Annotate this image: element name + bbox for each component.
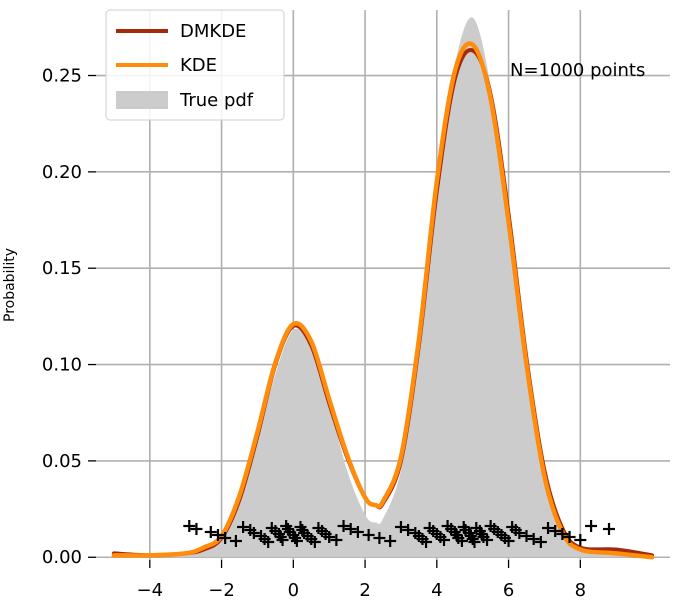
sample-marker (563, 531, 576, 543)
legend-dmkde-label: DMKDE (180, 21, 246, 42)
sample-marker (219, 532, 232, 544)
sample-marker (323, 531, 336, 543)
sample-marker (585, 520, 598, 532)
y-tick-label: 0.00 (42, 547, 82, 568)
sample-marker (437, 534, 450, 546)
sample-marker (373, 532, 386, 544)
x-tick-label: 0 (288, 580, 299, 601)
sample-marker (229, 535, 242, 547)
sample-marker (337, 520, 350, 532)
sample-marker (520, 530, 533, 542)
sample-marker (502, 535, 515, 547)
x-tick-label: 4 (431, 580, 442, 601)
sample-marker (603, 523, 616, 535)
sample-marker (549, 525, 562, 537)
true-pdf-area (113, 17, 653, 558)
y-tick-label: 0.20 (42, 162, 82, 183)
sample-marker (237, 521, 250, 533)
sample-marker (362, 529, 375, 541)
y-tick-label: 0.05 (42, 451, 82, 472)
legend-true-pdf-label: True pdf (179, 90, 254, 111)
sample-marker (211, 529, 224, 541)
y-axis-label: Probability (2, 248, 18, 322)
kde-line (111, 41, 655, 560)
y-tick-label: 0.15 (42, 258, 82, 279)
sample-marker (542, 522, 555, 534)
sample-marker (513, 527, 526, 539)
sample-marker (556, 528, 569, 540)
legend-kde-label: KDE (180, 55, 217, 76)
sample-marker (262, 536, 275, 548)
sample-marker (574, 534, 587, 546)
sample-marker (190, 523, 203, 535)
sample-marker (247, 527, 260, 539)
sample-marker (290, 535, 303, 547)
tick-labels-group: −4 −2 0 2 4 6 8 0.00 0.05 0.10 0.15 0.20 0.25 (42, 66, 586, 601)
density-lines-group (111, 41, 655, 560)
sample-marker (384, 535, 397, 547)
y-tick-label: 0.25 (42, 66, 82, 87)
dmkde-line (111, 48, 655, 558)
legend: DMKDE KDE True pdf (105, 9, 285, 121)
sample-marker (308, 536, 321, 548)
sample-marker (344, 523, 357, 535)
sample-marker (351, 526, 364, 538)
sample-markers-group (183, 520, 616, 548)
x-tick-label: 6 (503, 580, 514, 601)
axes-group (88, 74, 581, 568)
sample-marker (534, 536, 547, 548)
y-tick-label: 0.10 (42, 355, 82, 376)
sample-marker (330, 534, 343, 546)
legend-true-pdf-swatch (116, 91, 168, 109)
sample-marker (183, 520, 196, 532)
true-pdf-area-group (113, 17, 653, 558)
sample-marker (468, 536, 481, 548)
x-tick-label: 8 (575, 580, 586, 601)
x-tick-label: −2 (208, 580, 235, 601)
sample-marker (481, 534, 494, 546)
x-tick-label: −4 (137, 580, 164, 601)
sample-marker (455, 535, 468, 547)
sample-marker (527, 533, 540, 545)
sample-marker (420, 536, 433, 548)
annotation-text: N=1000 points (510, 60, 645, 81)
sample-marker (394, 521, 407, 533)
sample-marker (402, 524, 415, 536)
sample-marker (276, 534, 289, 546)
x-tick-label: 2 (359, 580, 370, 601)
sample-marker (204, 526, 217, 538)
